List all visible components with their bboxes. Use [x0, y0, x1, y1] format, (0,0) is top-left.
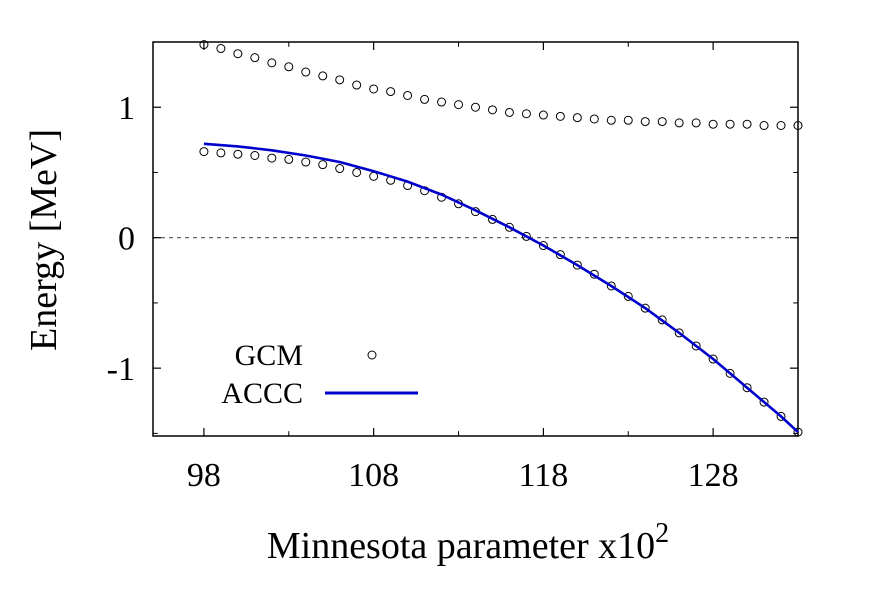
data-point-gcm-1 [674, 328, 684, 338]
y-axis-label: Energy [MeV] [23, 129, 65, 351]
data-point-gcm-1 [623, 291, 633, 301]
data-point-gcm-1 [657, 315, 667, 325]
data-point-gcm-1 [793, 427, 803, 437]
data-point-gcm-0 [708, 119, 718, 129]
data-point-gcm-1 [301, 157, 311, 167]
data-point-gcm-1 [555, 250, 565, 260]
data-point-gcm-0 [369, 84, 379, 94]
data-point-gcm-0 [454, 100, 464, 110]
data-point-gcm-0 [284, 62, 294, 72]
data-point-gcm-0 [657, 117, 667, 127]
data-point-gcm-0 [691, 118, 701, 128]
series-line-accc [203, 142, 799, 434]
x-axis-label: Minnesota parameter x102 [267, 518, 669, 567]
data-point-gcm-1 [759, 397, 769, 407]
x-tick-label: 108 [348, 457, 399, 494]
data-point-gcm-1 [199, 147, 209, 157]
data-point-gcm-0 [640, 117, 650, 127]
data-point-gcm-0 [471, 102, 480, 112]
y-tick-label: -1 [107, 351, 135, 388]
data-point-gcm-0 [759, 120, 769, 130]
legend: GCM ACCC [221, 339, 418, 410]
data-point-gcm-0 [233, 49, 243, 59]
data-point-gcm-0 [250, 53, 260, 63]
data-point-gcm-0 [793, 120, 803, 130]
legend-label-gcm: GCM [235, 339, 303, 372]
data-point-gcm-1 [521, 231, 531, 241]
data-point-gcm-1 [267, 153, 277, 163]
legend-label-accc: ACCC [221, 377, 303, 410]
data-point-gcm-0 [742, 119, 752, 129]
data-point-gcm-0 [538, 110, 548, 120]
data-point-gcm-1 [776, 411, 786, 421]
data-point-gcm-1 [250, 151, 260, 161]
y-tick-label: 1 [118, 90, 135, 127]
data-point-gcm-1 [352, 167, 362, 177]
data-point-gcm-1 [318, 160, 328, 170]
y-tick-label: 0 [118, 221, 135, 258]
data-point-gcm-1 [640, 303, 650, 313]
series-layer [199, 40, 803, 437]
data-point-gcm-0 [504, 107, 514, 117]
data-point-gcm-0 [572, 113, 582, 123]
data-point-gcm-0 [267, 58, 277, 68]
data-point-gcm-0 [623, 115, 633, 125]
data-point-gcm-1 [742, 383, 752, 393]
plot-frame [152, 41, 799, 437]
x-axis-label-superscript: 2 [655, 518, 669, 549]
data-point-gcm-1 [284, 154, 294, 164]
data-point-gcm-0 [335, 75, 345, 85]
data-point-gcm-1 [606, 281, 616, 291]
data-point-gcm-0 [521, 109, 531, 119]
data-point-gcm-0 [589, 114, 599, 124]
data-point-gcm-0 [318, 71, 328, 81]
data-point-gcm-0 [725, 119, 735, 129]
data-point-gcm-1 [216, 148, 226, 158]
data-point-gcm-0 [386, 87, 396, 97]
axis-ticks: 98 108 118 128 -1 0 1 [107, 41, 798, 494]
data-point-gcm-0 [606, 115, 616, 125]
data-point-gcm-1 [233, 149, 243, 159]
legend-marker-gcm [367, 350, 377, 360]
data-point-gcm-0 [437, 97, 447, 107]
data-point-gcm-1 [504, 222, 514, 232]
x-tick-label: 128 [688, 457, 739, 494]
x-tick-label: 98 [187, 457, 221, 494]
data-point-gcm-0 [301, 67, 311, 77]
data-point-gcm-1 [691, 341, 701, 351]
data-point-gcm-1 [369, 171, 379, 181]
data-point-gcm-0 [420, 94, 430, 104]
x-axis-label-main: Minnesota parameter x10 [267, 525, 655, 567]
data-point-gcm-0 [199, 40, 209, 50]
data-point-gcm-0 [487, 105, 497, 115]
data-point-gcm-1 [335, 164, 345, 174]
data-point-gcm-0 [216, 44, 226, 54]
data-point-gcm-0 [674, 118, 684, 128]
data-point-gcm-1 [538, 241, 548, 251]
x-tick-label: 118 [519, 457, 569, 494]
data-point-gcm-1 [708, 354, 718, 364]
data-point-gcm-0 [776, 120, 786, 130]
data-point-gcm-1 [572, 260, 582, 270]
data-point-gcm-0 [555, 111, 565, 121]
data-point-gcm-0 [352, 80, 362, 90]
data-point-gcm-1 [725, 368, 735, 378]
data-point-gcm-0 [403, 90, 413, 100]
